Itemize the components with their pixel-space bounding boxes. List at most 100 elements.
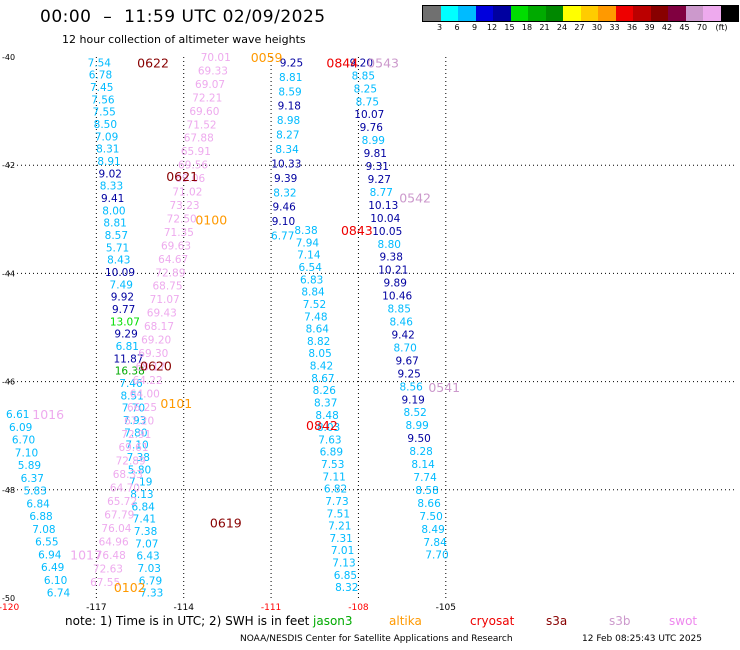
x-tick-label: -114 [173, 603, 194, 613]
wave-height-value: 13.07 [110, 316, 140, 328]
legend-item-cryosat: cryosat [470, 614, 515, 628]
wave-height-value: 64.70 [110, 483, 140, 495]
footer-credit: NOAA/NESDIS Center for Satellite Applica… [240, 634, 513, 644]
pass-time-label: 0543 [367, 55, 399, 70]
wave-height-value: 7.84 [423, 537, 447, 549]
y-tick-label: -44 [2, 269, 15, 278]
wave-height-value: 9.38 [380, 252, 403, 264]
wave-height-value: 9.46 [272, 202, 296, 214]
wave-height-value: 7.38 [134, 526, 157, 538]
wave-height-value: 5.71 [106, 242, 129, 254]
wave-height-value: 8.26 [313, 385, 337, 397]
wave-height-value: 6.82 [324, 484, 347, 496]
wave-height-value: 8.84 [301, 287, 325, 299]
color-swatch [423, 6, 441, 21]
wave-height-value: 9.31 [366, 161, 389, 173]
wave-height-value: 7.41 [133, 514, 156, 526]
wave-height-value: 8.81 [279, 72, 302, 84]
color-swatch [440, 6, 458, 21]
wave-height-value: 9.39 [274, 173, 297, 185]
wave-height-value: 8.85 [388, 304, 411, 316]
wave-height-value: 10.09 [105, 267, 135, 279]
wave-height-value: 64.96 [99, 536, 129, 548]
wave-height-value: 7.70 [122, 403, 145, 415]
wave-height-value: 7.55 [92, 107, 115, 119]
x-tick-label: -120 [0, 603, 20, 613]
wave-height-value: 8.14 [411, 459, 435, 471]
color-scale-label: 12 [486, 23, 498, 32]
pass-time-label: 0100 [195, 212, 227, 227]
wave-height-value: 8.52 [403, 407, 426, 419]
color-swatch [650, 6, 668, 21]
wave-height-value: 9.29 [114, 329, 137, 341]
wave-height-value: 8.98 [277, 115, 300, 127]
wave-height-value: 8.58 [415, 485, 438, 497]
pass-time-label: 0621 [166, 169, 198, 184]
wave-height-value: 7.73 [325, 496, 348, 508]
wave-height-value: 7.09 [95, 131, 118, 143]
wave-height-value: 10.04 [370, 213, 400, 225]
wave-height-value: 8.32 [273, 187, 296, 199]
wave-height-value: 9.76 [360, 122, 384, 134]
wave-height-value: 10.21 [378, 265, 408, 277]
wave-height-value: 69.07 [195, 79, 225, 91]
legend-item-jason3: jason3 [313, 614, 353, 628]
wave-height-value: 7.56 [91, 94, 115, 106]
wave-height-value: 65.72 [107, 496, 137, 508]
wave-height-value: 16.38 [115, 366, 145, 378]
legend-item-altika: altika [389, 614, 422, 628]
color-scale-bar [422, 5, 739, 22]
wave-height-value: 8.77 [370, 187, 393, 199]
wave-height-value: 8.82 [307, 336, 330, 348]
color-scale-label: 18 [521, 23, 533, 32]
wave-height-value: 6.89 [320, 447, 343, 459]
wave-height-value: 68.33 [113, 469, 143, 481]
wave-height-value: 73.23 [170, 200, 200, 212]
color-scale-label: 30 [591, 23, 603, 32]
pass-time-label: 0842 [306, 418, 338, 433]
wave-height-value: 8.00 [102, 205, 125, 217]
wave-height-value: 66.25 [127, 402, 157, 414]
wave-height-value: 8.43 [107, 255, 130, 267]
wave-height-value: 6.94 [38, 549, 62, 561]
wave-height-value: 8.85 [352, 70, 375, 82]
wave-height-value: 5.89 [18, 460, 41, 472]
wave-height-value: 69.06 [175, 173, 205, 185]
pass-time-label: 1016 [32, 407, 64, 422]
pass-time-label: 0619 [210, 515, 242, 530]
wave-height-value: 8.31 [96, 144, 119, 156]
wave-height-value: 8.50 [94, 119, 117, 131]
wave-height-value: 8.99 [362, 135, 385, 147]
x-tick-label: -108 [348, 603, 369, 613]
wave-height-value: 72.91 [121, 429, 151, 441]
color-scale-label: 70 [696, 23, 708, 32]
wave-height-value: 7.48 [304, 311, 327, 323]
wave-height-value: 69.33 [198, 65, 228, 77]
y-tick-label: -46 [2, 378, 15, 387]
wave-height-value: 69.60 [189, 106, 219, 118]
pass-time-label: 0102 [114, 580, 146, 595]
wave-height-value: 8.59 [278, 86, 301, 98]
wave-height-value: 69.43 [147, 308, 177, 320]
pass-time-label: 0101 [160, 396, 192, 411]
wave-height-value: 11.87 [113, 353, 143, 365]
wave-height-value: 10.05 [372, 226, 402, 238]
wave-height-value: 9.18 [278, 101, 301, 113]
color-swatch [598, 6, 616, 21]
wave-height-value: 8.51 [120, 390, 143, 402]
wave-height-value: 9.25 [280, 57, 303, 69]
wave-height-value: 71.02 [172, 187, 202, 199]
pass-time-label: 0541 [428, 380, 460, 395]
wave-height-value: 7.63 [318, 434, 341, 446]
wave-height-value: 9.27 [368, 174, 391, 186]
pass-time-label: 0844 [326, 55, 358, 70]
wave-height-value: 71.52 [187, 119, 217, 131]
wave-height-value: 7.49 [110, 279, 133, 291]
x-tick-label: -117 [86, 603, 107, 613]
wave-height-value: 10.33 [271, 158, 301, 170]
wave-height-value: 10.46 [382, 291, 412, 303]
wave-height-value: 7.93 [123, 415, 146, 427]
wave-height-value: 8.75 [356, 96, 379, 108]
wave-height-value: 7.21 [328, 521, 351, 533]
wave-height-value: 6.79 [139, 575, 162, 587]
